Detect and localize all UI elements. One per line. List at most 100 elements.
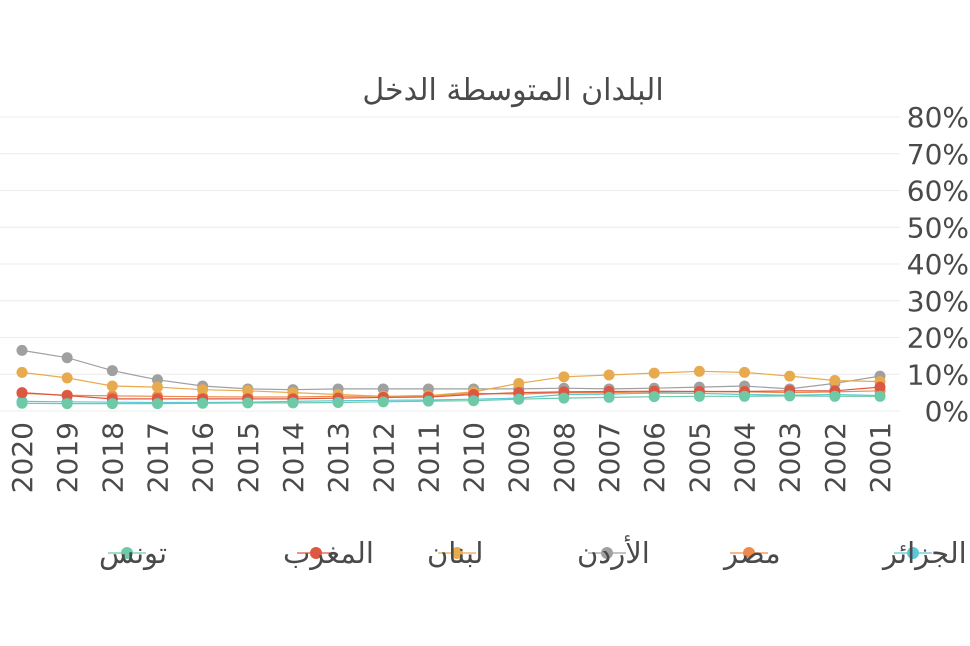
x-tick-label: 2006 — [638, 422, 671, 493]
data-point[interactable] — [784, 370, 796, 382]
x-axis: 2001 2002 2003 2004 2005 2006 2007 2008 2009 2010… — [6, 422, 897, 493]
data-point[interactable] — [558, 371, 570, 383]
data-point[interactable] — [16, 344, 28, 356]
x-tick-label: 2004 — [729, 422, 762, 493]
data-point[interactable] — [16, 387, 28, 399]
data-point[interactable] — [61, 352, 73, 364]
data-point[interactable] — [61, 372, 73, 384]
x-tick-label: 2011 — [412, 422, 445, 493]
data-point[interactable] — [829, 390, 841, 402]
x-tick-label: 2017 — [141, 422, 174, 493]
series — [16, 387, 886, 409]
data-point[interactable] — [61, 398, 73, 410]
data-point[interactable] — [377, 396, 389, 408]
x-tick-label: 2001 — [864, 422, 897, 493]
legend-marker — [310, 547, 322, 559]
y-tick-label: 80% — [907, 101, 969, 134]
x-tick-label: 2008 — [548, 422, 581, 493]
x-tick-label: 2018 — [96, 422, 129, 493]
x-tick-label: 2012 — [367, 422, 400, 493]
x-tick-label: 2014 — [277, 422, 310, 493]
data-point[interactable] — [603, 391, 615, 403]
legend-item[interactable]: تونس — [99, 536, 167, 570]
series-line — [21, 370, 881, 397]
series-line — [21, 386, 881, 400]
legend-item[interactable]: الأردن — [577, 534, 650, 570]
x-tick-label: 2003 — [774, 422, 807, 493]
plot-area — [16, 344, 886, 410]
gridlines — [0, 116, 900, 412]
y-tick-label: 60% — [907, 175, 969, 208]
legend-item[interactable]: مصر — [722, 536, 781, 570]
y-axis: 0% 10%20% 30% 40% 50%60% 70% 80% — [907, 101, 969, 428]
series — [16, 344, 886, 396]
x-tick-label: 2009 — [503, 422, 536, 493]
data-point[interactable] — [558, 392, 570, 404]
data-point[interactable] — [513, 393, 525, 405]
data-point[interactable] — [197, 384, 209, 396]
data-point[interactable] — [648, 391, 660, 403]
legend: الجزائر مصر الأردن لبنان المغرب تونس — [99, 534, 967, 570]
legend-marker — [121, 547, 133, 559]
x-tick-label: 2005 — [683, 422, 716, 493]
data-point[interactable] — [784, 390, 796, 402]
data-point[interactable] — [513, 377, 525, 389]
x-tick-label: 2015 — [232, 422, 265, 493]
x-tick-label: 2010 — [458, 422, 491, 493]
legend-label: المغرب — [283, 536, 374, 570]
chart-title: البلدان المتوسطة الدخل — [362, 73, 663, 108]
series-line — [21, 349, 881, 391]
y-tick-label: 20% — [907, 322, 969, 355]
x-tick-label: 2013 — [322, 422, 355, 493]
legend-item[interactable]: المغرب — [283, 536, 374, 570]
data-point[interactable] — [242, 397, 254, 409]
legend-label: الأردن — [577, 534, 650, 570]
data-point[interactable] — [874, 381, 886, 393]
data-point[interactable] — [332, 397, 344, 409]
data-point[interactable] — [287, 397, 299, 409]
data-point[interactable] — [151, 381, 163, 393]
y-tick-label: 70% — [907, 138, 969, 171]
legend-label: مصر — [722, 536, 781, 570]
data-point[interactable] — [739, 390, 751, 402]
x-tick-label: 2016 — [187, 422, 220, 493]
data-point[interactable] — [16, 366, 28, 378]
legend-item[interactable]: الجزائر — [881, 536, 967, 570]
data-point[interactable] — [61, 390, 73, 402]
y-tick-label: 0% — [925, 395, 969, 428]
x-tick-label: 2020 — [6, 422, 39, 493]
series — [16, 390, 886, 410]
series-line — [21, 395, 880, 405]
data-point[interactable] — [151, 398, 163, 410]
y-tick-label: 50% — [907, 211, 969, 244]
data-point[interactable] — [16, 397, 28, 409]
data-point[interactable] — [874, 390, 886, 402]
data-point[interactable] — [242, 385, 254, 397]
data-point[interactable] — [106, 380, 118, 392]
data-point[interactable] — [603, 369, 615, 381]
data-point[interactable] — [693, 365, 705, 377]
data-point[interactable] — [739, 366, 751, 378]
y-tick-label: 30% — [907, 285, 969, 318]
legend-marker — [743, 547, 755, 559]
data-point[interactable] — [693, 390, 705, 402]
x-tick-label: 2002 — [819, 422, 852, 493]
legend-label: تونس — [99, 536, 167, 570]
x-tick-label: 2007 — [593, 422, 626, 493]
legend-label: لبنان — [427, 536, 483, 570]
y-tick-label: 10% — [907, 358, 969, 391]
data-point[interactable] — [106, 365, 118, 377]
data-point[interactable] — [197, 397, 209, 409]
legend-label: الجزائر — [881, 536, 967, 570]
data-point[interactable] — [829, 374, 841, 386]
legend-marker — [601, 547, 613, 559]
y-tick-label: 40% — [907, 248, 969, 281]
data-point[interactable] — [468, 395, 480, 407]
data-point[interactable] — [106, 398, 118, 410]
data-point[interactable] — [422, 395, 434, 407]
data-point[interactable] — [648, 367, 660, 379]
legend-item[interactable]: لبنان — [427, 536, 483, 570]
x-tick-label: 2019 — [51, 422, 84, 493]
legend-marker — [907, 547, 919, 559]
